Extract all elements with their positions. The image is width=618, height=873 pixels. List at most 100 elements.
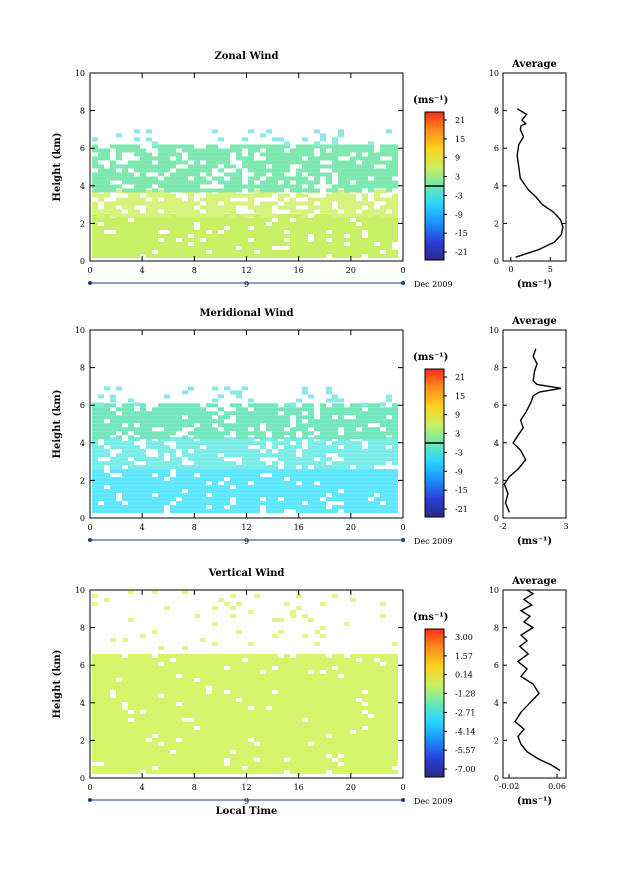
heatmap-cell [320,681,326,686]
heatmap-cell [338,729,344,734]
heatmap-cell [212,685,218,690]
heatmap-cell [314,665,320,670]
heatmap-cell [212,473,218,478]
heatmap-cell [230,697,236,702]
heatmap-cell [302,725,308,730]
heatmap-cell [254,218,260,222]
heatmap-cell [98,209,104,214]
heatmap-cell [200,407,206,412]
heatmap-cell [248,469,254,474]
heatmap-cell [344,681,350,686]
heatmap-cell [308,469,314,474]
heatmap-cell [296,681,302,686]
heatmap-cell [338,653,344,658]
heatmap-cell [98,423,104,428]
heatmap-cell [176,753,182,758]
heatmap-cell [290,402,296,407]
heatmap-cell [356,689,362,694]
heatmap-cell [224,453,230,458]
heatmap-cell [308,665,314,670]
heatmap-cell [362,721,368,726]
heatmap-cell [248,501,254,506]
heatmap-cell [278,618,284,622]
heatmap-cell [128,427,134,432]
heatmap-cell [266,129,272,134]
heatmap-cell [170,681,176,686]
heatmap-cell [374,254,380,258]
y-tick-label: 2 [80,219,85,228]
heatmap-cell [356,435,362,440]
heatmap-cell [380,509,386,514]
heatmap-cell [170,673,176,678]
heatmap-cell [164,693,170,698]
heatmap-cell [254,717,260,722]
heatmap-cell [236,234,242,238]
heatmap-cell [374,665,380,670]
heatmap-cell [206,234,212,238]
heatmap-cell [302,449,308,454]
heatmap-cell [200,152,206,157]
heatmap-cell [308,394,314,399]
heatmap-cell [212,661,218,666]
heatmap-cell [248,415,254,420]
heatmap-cell [278,677,284,682]
heatmap-cell [254,501,260,506]
heatmap-cell [158,419,164,424]
heatmap-cell [98,184,104,189]
heatmap-cell [92,594,98,598]
heatmap-cell [338,144,344,149]
heatmap-cell [272,693,278,698]
heatmap-cell [188,188,194,193]
heatmap-cell [200,693,206,698]
heatmap-cell [326,144,332,149]
heatmap-cell [98,238,104,242]
heatmap-cell [140,761,146,766]
profile-x-tick-label: 5 [548,265,553,274]
heatmap-cell [116,669,122,674]
heatmap-cell [188,769,194,774]
heatmap-cell [278,218,284,222]
heatmap-cell [320,411,326,416]
heatmap-cell [158,709,164,714]
y-tick-label: 0 [80,774,85,783]
heatmap-cell [332,701,338,706]
heatmap-cell [338,497,344,502]
heatmap-cell [200,457,206,462]
heatmap-cell [374,673,380,678]
heatmap-cell [290,407,296,412]
heatmap-cell [200,749,206,754]
heatmap-cell [296,188,302,193]
heatmap-cell [206,509,212,514]
heatmap-cell [380,445,386,450]
heatmap-cell [248,749,254,754]
heatmap-cell [314,242,320,246]
heatmap-cell [332,765,338,770]
heatmap-cell [182,481,188,486]
heatmap-cell [116,209,122,214]
heatmap-cell [290,765,296,770]
heatmap-cell [260,226,266,230]
heatmap-cell [116,415,122,420]
heatmap-cell [128,222,134,226]
heatmap-cell [134,465,140,470]
heatmap-cell [200,461,206,466]
heatmap-cell [200,148,206,153]
heatmap-cell [116,197,122,202]
heatmap-cell [98,733,104,738]
heatmap-cell [350,242,356,246]
heatmap-cell [134,757,140,762]
heatmap-cell [218,765,224,770]
heatmap-cell [284,234,290,238]
heatmap-cell [146,213,152,218]
heatmap-cell [128,769,134,774]
heatmap-cell [386,394,392,399]
heatmap-cell [170,689,176,694]
heatmap-cell [308,705,314,710]
heatmap-cell [254,254,260,258]
heatmap-cell [284,489,290,494]
heatmap-cell [302,721,308,726]
heatmap-cell [308,188,314,193]
heatmap-cell [344,427,350,432]
heatmap-cell [338,461,344,466]
heatmap-cell [212,741,218,746]
